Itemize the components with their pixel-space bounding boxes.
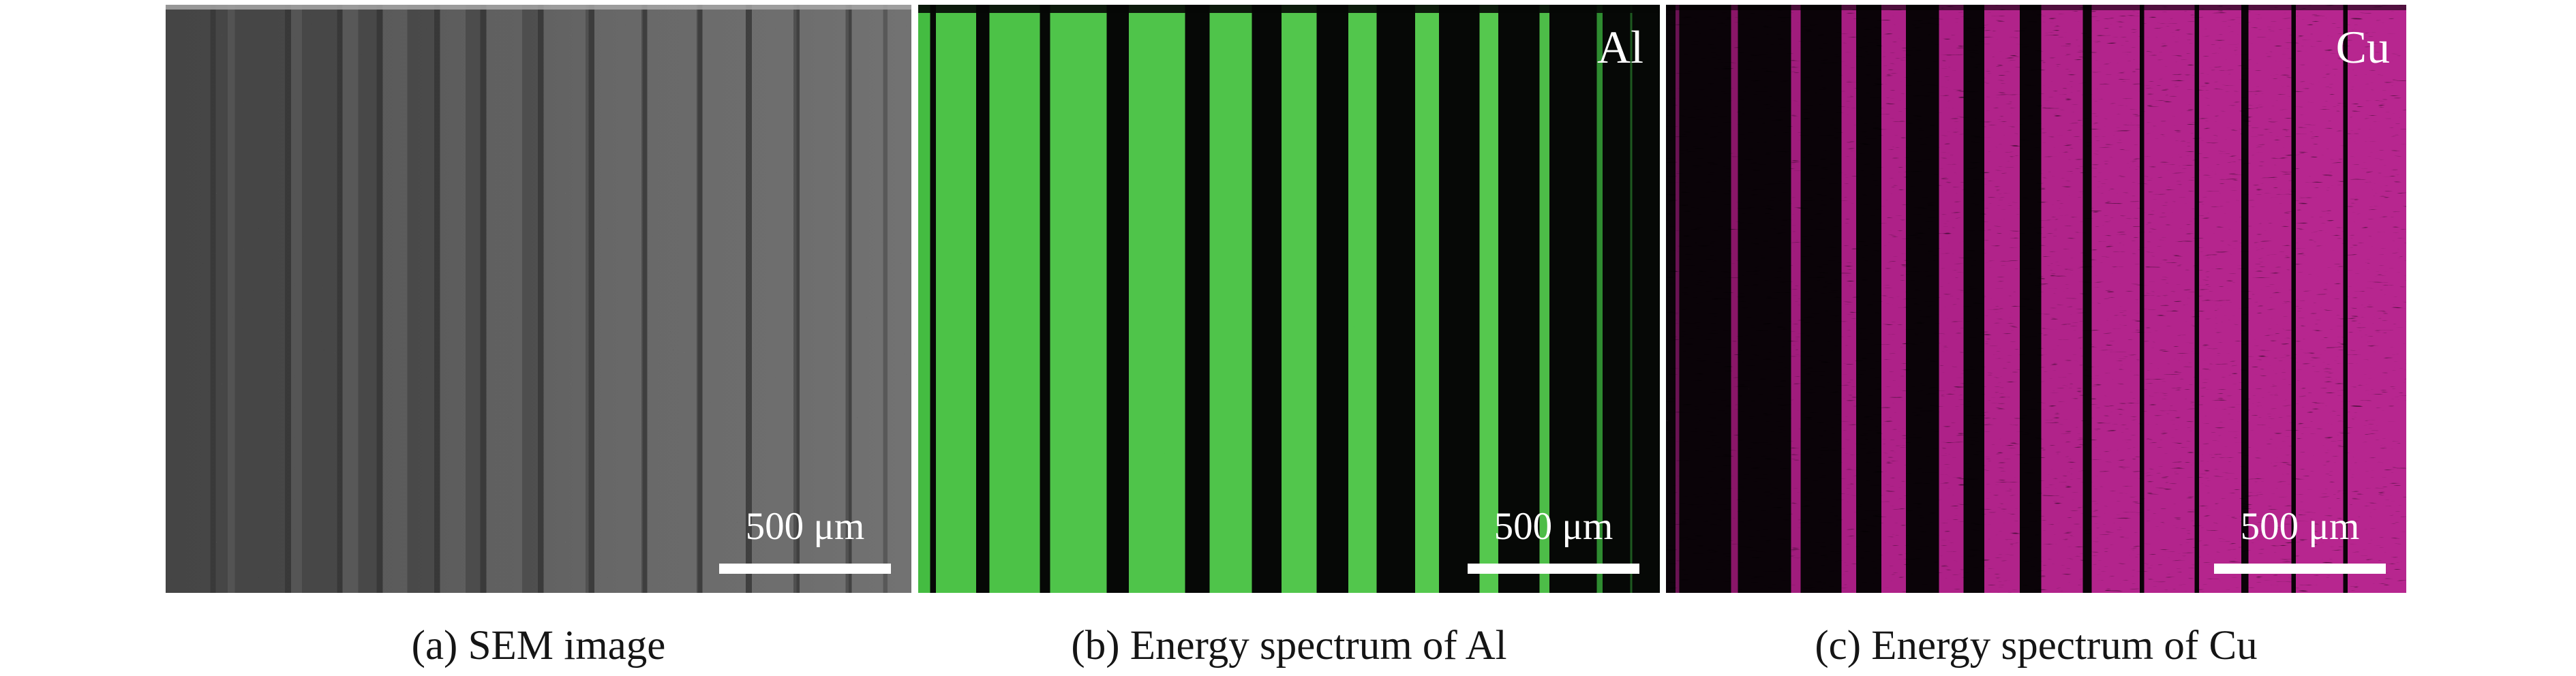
sem-noise-texture bbox=[166, 5, 911, 593]
cu-noise-texture bbox=[1666, 5, 2406, 593]
caption-cu: (c) Energy spectrum of Cu bbox=[1815, 623, 2258, 669]
scalebar-sem: 500 μm bbox=[719, 507, 891, 574]
scalebar-al: 500 μm bbox=[1468, 507, 1639, 574]
scalebar-line-cu bbox=[2214, 564, 2386, 574]
panel-sem-image: 500 μm bbox=[166, 5, 911, 593]
caption-al: (b) Energy spectrum of Al bbox=[1071, 623, 1507, 669]
scalebar-cu: 500 μm bbox=[2214, 507, 2386, 574]
al-noise-texture bbox=[918, 5, 1660, 593]
caption-sem: (a) SEM image bbox=[411, 623, 666, 669]
element-label-cu: Cu bbox=[2335, 21, 2390, 73]
scalebar-line-sem bbox=[719, 564, 891, 574]
al-top-edge bbox=[918, 5, 1660, 13]
scalebar-label-cu: 500 μm bbox=[2240, 505, 2360, 548]
scalebar-label-sem: 500 μm bbox=[745, 505, 865, 548]
sem-top-edge bbox=[166, 5, 911, 10]
scalebar-label-al: 500 μm bbox=[1494, 505, 1613, 548]
element-label-al: Al bbox=[1597, 21, 1643, 73]
panel-cu-map: Cu 500 μm bbox=[1666, 5, 2406, 593]
scalebar-line-al bbox=[1468, 564, 1639, 574]
cu-top-edge bbox=[1666, 5, 2406, 10]
panel-al-map: Al 500 μm bbox=[918, 5, 1660, 593]
